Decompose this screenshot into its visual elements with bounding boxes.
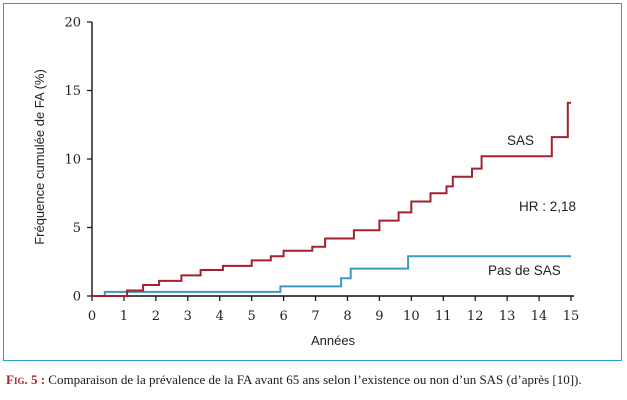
y-tick-label: 10 (64, 153, 81, 168)
hr-annotation: HR : 2,18 (519, 199, 576, 214)
x-tick-label: 6 (279, 309, 287, 324)
x-tick-label: 0 (88, 309, 96, 324)
x-tick-label: 1 (120, 309, 128, 324)
series-line-pas-de-sas (95, 255, 571, 297)
x-tick-label: 10 (403, 309, 420, 324)
y-tick-label: 0 (73, 290, 81, 305)
caption-text: Comparaison de la prévalence de la FA av… (45, 372, 582, 387)
x-tick-label: 12 (467, 309, 484, 324)
caption-label: Fig. 5 : (6, 372, 46, 387)
figure-frame (3, 3, 622, 361)
x-tick-label: 4 (216, 309, 224, 324)
series-label-pas-de-sas: Pas de SAS (488, 263, 561, 278)
x-tick-label: 15 (563, 309, 580, 324)
x-tick-label: 8 (343, 309, 351, 324)
x-tick-label: 7 (311, 309, 319, 324)
x-tick-label: 3 (184, 309, 192, 324)
y-axis-title: Fréquence cumulée de FA (%) (32, 69, 47, 245)
x-tick-label: 14 (531, 309, 548, 324)
figure-caption: Fig. 5 : Comparaison de la prévalence de… (6, 372, 626, 388)
x-tick-label: 5 (248, 309, 256, 324)
y-tick-label: 15 (64, 84, 81, 99)
y-tick-label: 20 (64, 16, 81, 31)
x-tick-label: 2 (152, 309, 160, 324)
x-tick-label: 9 (375, 309, 383, 324)
y-tick-label: 5 (73, 221, 81, 236)
x-axis-title: Années (311, 333, 356, 348)
x-tick-label: 13 (499, 309, 516, 324)
series-label-sas: SAS (507, 133, 534, 148)
series-line-sas (92, 101, 571, 297)
x-tick-label: 11 (435, 309, 452, 324)
